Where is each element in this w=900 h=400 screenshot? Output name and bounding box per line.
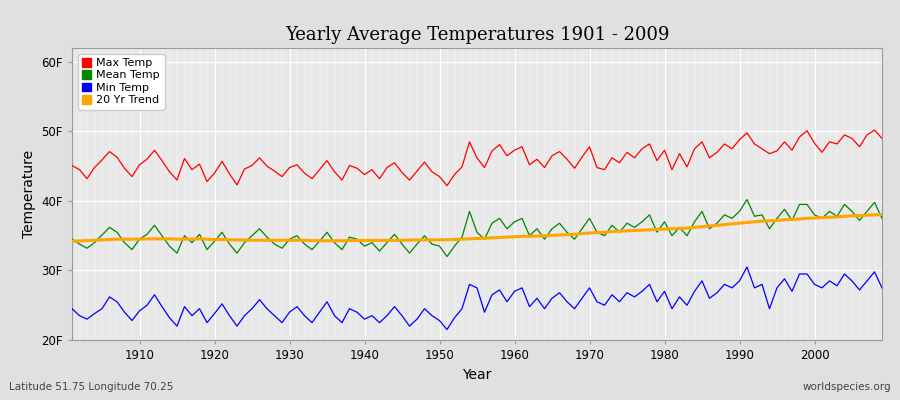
Text: worldspecies.org: worldspecies.org	[803, 382, 891, 392]
Y-axis label: Temperature: Temperature	[22, 150, 36, 238]
Legend: Max Temp, Mean Temp, Min Temp, 20 Yr Trend: Max Temp, Mean Temp, Min Temp, 20 Yr Tre…	[77, 54, 165, 110]
Title: Yearly Average Temperatures 1901 - 2009: Yearly Average Temperatures 1901 - 2009	[284, 26, 670, 44]
X-axis label: Year: Year	[463, 368, 491, 382]
Text: Latitude 51.75 Longitude 70.25: Latitude 51.75 Longitude 70.25	[9, 382, 174, 392]
